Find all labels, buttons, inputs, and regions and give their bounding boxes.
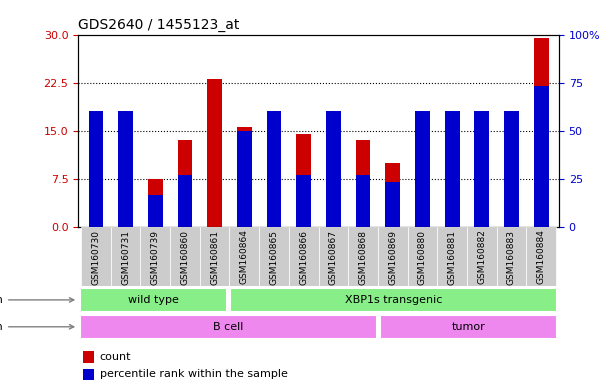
Text: GSM160861: GSM160861	[210, 230, 219, 285]
Bar	[177, 140, 192, 227]
Bar	[259, 227, 289, 286]
Bar	[200, 227, 230, 286]
Text: GSM160860: GSM160860	[180, 230, 189, 285]
Bar	[385, 162, 400, 227]
Bar	[438, 227, 467, 286]
Bar	[177, 175, 192, 227]
Text: GSM160881: GSM160881	[448, 230, 457, 285]
Bar	[237, 127, 252, 227]
Text: wild type: wild type	[128, 295, 178, 305]
Text: GSM160731: GSM160731	[121, 230, 130, 285]
Bar	[81, 227, 111, 286]
Bar	[534, 86, 549, 227]
Bar	[407, 227, 438, 286]
Bar	[380, 315, 558, 339]
Bar	[111, 227, 141, 286]
Bar	[326, 111, 341, 227]
Bar	[319, 227, 348, 286]
Bar	[289, 227, 319, 286]
Text: specimen: specimen	[0, 322, 74, 332]
Text: percentile rank within the sample: percentile rank within the sample	[100, 369, 288, 379]
Bar	[267, 127, 281, 227]
Text: GSM160869: GSM160869	[388, 230, 397, 285]
Bar	[296, 134, 311, 227]
Bar	[474, 111, 489, 227]
Bar	[415, 111, 430, 227]
Text: GSM160868: GSM160868	[359, 230, 368, 285]
Bar	[141, 227, 170, 286]
Bar	[534, 38, 549, 227]
Bar	[378, 227, 407, 286]
Bar	[445, 140, 460, 227]
Bar	[79, 315, 377, 339]
Bar	[207, 79, 222, 227]
Bar	[79, 288, 227, 312]
Text: strain: strain	[0, 295, 74, 305]
Bar	[526, 227, 556, 286]
Text: GSM160730: GSM160730	[91, 230, 100, 285]
Bar	[496, 227, 526, 286]
Bar	[356, 140, 370, 227]
Bar	[415, 140, 430, 227]
Text: GDS2640 / 1455123_at: GDS2640 / 1455123_at	[78, 18, 240, 32]
Bar	[356, 175, 370, 227]
Text: XBP1s transgenic: XBP1s transgenic	[345, 295, 442, 305]
Text: GSM160864: GSM160864	[240, 230, 249, 285]
Bar	[296, 175, 311, 227]
Text: GSM160865: GSM160865	[269, 230, 278, 285]
Bar	[445, 111, 460, 227]
Bar	[88, 118, 103, 227]
Bar	[230, 227, 259, 286]
Bar	[83, 369, 94, 380]
Bar	[326, 124, 341, 227]
Bar	[230, 288, 558, 312]
Text: GSM160883: GSM160883	[507, 230, 516, 285]
Bar	[474, 118, 489, 227]
Bar	[504, 111, 519, 227]
Text: GSM160866: GSM160866	[299, 230, 308, 285]
Text: tumor: tumor	[452, 322, 486, 332]
Text: count: count	[100, 352, 131, 362]
Bar	[504, 131, 519, 227]
Bar	[170, 227, 200, 286]
Bar	[148, 179, 163, 227]
Bar	[148, 195, 163, 227]
Bar	[83, 351, 94, 363]
Bar	[385, 182, 400, 227]
Bar	[237, 131, 252, 227]
Bar	[118, 111, 133, 227]
Text: GSM160867: GSM160867	[329, 230, 338, 285]
Text: GSM160882: GSM160882	[477, 230, 486, 285]
Text: B cell: B cell	[213, 322, 243, 332]
Text: GSM160884: GSM160884	[537, 230, 546, 285]
Bar	[88, 111, 103, 227]
Bar	[348, 227, 378, 286]
Bar	[267, 111, 281, 227]
Text: GSM160739: GSM160739	[151, 230, 160, 285]
Bar	[118, 118, 133, 227]
Text: GSM160880: GSM160880	[418, 230, 427, 285]
Bar	[467, 227, 496, 286]
